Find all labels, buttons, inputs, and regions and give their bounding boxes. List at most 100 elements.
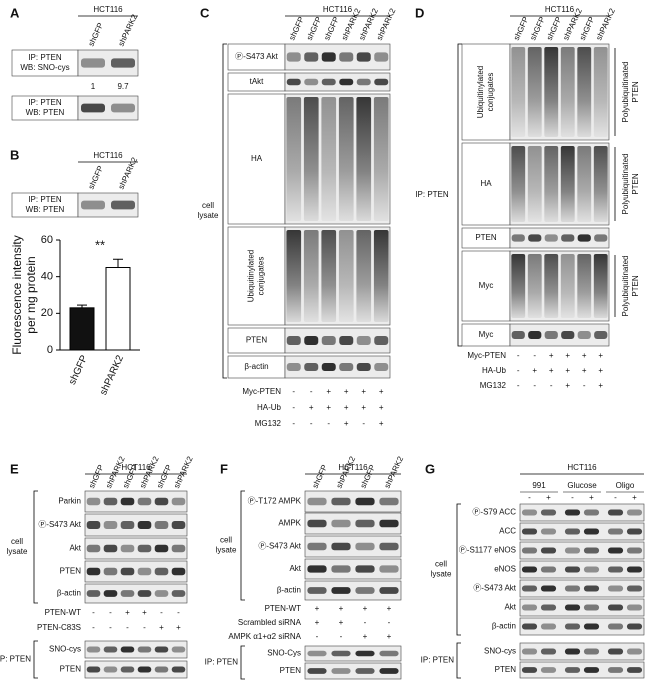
condition-sign: - bbox=[92, 608, 95, 617]
smear bbox=[544, 47, 559, 137]
blot bbox=[519, 560, 645, 579]
smear bbox=[593, 47, 608, 137]
blot-label: β-actin bbox=[492, 622, 516, 631]
band bbox=[583, 604, 600, 611]
band bbox=[583, 528, 600, 535]
blot-label: PTEN bbox=[60, 665, 82, 674]
band bbox=[321, 336, 336, 345]
band bbox=[379, 519, 399, 528]
band bbox=[154, 567, 169, 576]
band bbox=[521, 566, 538, 573]
blot bbox=[304, 558, 402, 580]
panel-header: HCT116 bbox=[93, 151, 123, 160]
band bbox=[521, 623, 538, 630]
condition-name: HA-Ub bbox=[257, 403, 282, 412]
band bbox=[583, 547, 600, 554]
blot-label: Ⓟ-S473 Akt bbox=[235, 52, 278, 61]
condition-sign: - bbox=[316, 632, 319, 641]
band bbox=[103, 544, 118, 553]
blot bbox=[509, 43, 610, 141]
condition-name: AMPK α1+α2 siRNA bbox=[228, 632, 301, 641]
band bbox=[137, 666, 152, 673]
condition-sign: + bbox=[344, 419, 349, 428]
band bbox=[626, 623, 643, 630]
condition-sign: - bbox=[126, 623, 129, 632]
band bbox=[103, 590, 118, 597]
band bbox=[81, 58, 105, 68]
band bbox=[103, 666, 118, 673]
blot bbox=[84, 513, 188, 537]
band bbox=[137, 544, 152, 553]
band bbox=[626, 604, 643, 611]
band bbox=[607, 623, 624, 630]
condition-sign: + bbox=[387, 604, 392, 613]
panel-header: HCT116 bbox=[545, 5, 575, 14]
band bbox=[626, 528, 643, 535]
band bbox=[86, 666, 101, 673]
band bbox=[626, 648, 643, 655]
band bbox=[307, 542, 327, 551]
condition-sign: + bbox=[315, 604, 320, 613]
group-label: lysate bbox=[431, 570, 452, 579]
panel-header: HCT116 bbox=[567, 463, 597, 472]
band bbox=[154, 497, 169, 506]
band bbox=[171, 646, 186, 653]
band bbox=[564, 547, 581, 554]
y-tick-label: 20 bbox=[41, 307, 53, 319]
band bbox=[331, 542, 351, 551]
band bbox=[120, 590, 135, 597]
band bbox=[171, 590, 186, 597]
blot bbox=[84, 583, 188, 604]
band bbox=[521, 604, 538, 611]
band bbox=[607, 604, 624, 611]
band bbox=[583, 623, 600, 630]
side-label: PTEN bbox=[631, 81, 640, 103]
lane-sign: - bbox=[614, 493, 617, 502]
band bbox=[540, 528, 557, 535]
band bbox=[111, 58, 135, 68]
blot bbox=[304, 662, 402, 680]
blot-label: Akt bbox=[69, 544, 81, 553]
band bbox=[540, 667, 557, 673]
condition-sign: - bbox=[517, 351, 520, 360]
band bbox=[307, 587, 327, 594]
condition-sign: + bbox=[363, 632, 368, 641]
band bbox=[540, 604, 557, 611]
band bbox=[540, 566, 557, 573]
band bbox=[81, 103, 105, 113]
blot bbox=[284, 355, 391, 379]
panel-header: HCT116 bbox=[93, 5, 123, 14]
blot bbox=[84, 490, 188, 513]
smear bbox=[577, 47, 592, 137]
condition-sign: + bbox=[565, 351, 570, 360]
band bbox=[339, 78, 354, 86]
band bbox=[307, 497, 327, 506]
lane-sign: - bbox=[528, 493, 531, 502]
band bbox=[583, 648, 600, 655]
band bbox=[307, 565, 327, 573]
blot-label: HA bbox=[251, 154, 263, 163]
side-label: PTEN bbox=[631, 275, 640, 297]
ip-label: IP: PTEN bbox=[421, 656, 455, 665]
band bbox=[528, 234, 542, 242]
group-name: 991 bbox=[532, 481, 546, 490]
blot bbox=[84, 660, 188, 679]
blot-label: conjugates bbox=[486, 73, 495, 112]
band bbox=[86, 544, 101, 553]
band bbox=[626, 667, 643, 673]
band bbox=[154, 646, 169, 653]
blot bbox=[509, 250, 610, 322]
blot bbox=[304, 490, 402, 513]
condition-sign: + bbox=[339, 604, 344, 613]
ip-bracket bbox=[240, 645, 245, 680]
group-label: lysate bbox=[216, 546, 237, 555]
band bbox=[307, 668, 327, 674]
side-label: Polyubiquitinated bbox=[621, 256, 630, 317]
condition-sign: - bbox=[550, 381, 553, 390]
band bbox=[356, 336, 371, 345]
blot-label: Parkin bbox=[58, 497, 81, 506]
band bbox=[356, 52, 371, 62]
group-bracket bbox=[457, 43, 462, 347]
label-box bbox=[227, 226, 286, 326]
blot bbox=[304, 512, 402, 535]
